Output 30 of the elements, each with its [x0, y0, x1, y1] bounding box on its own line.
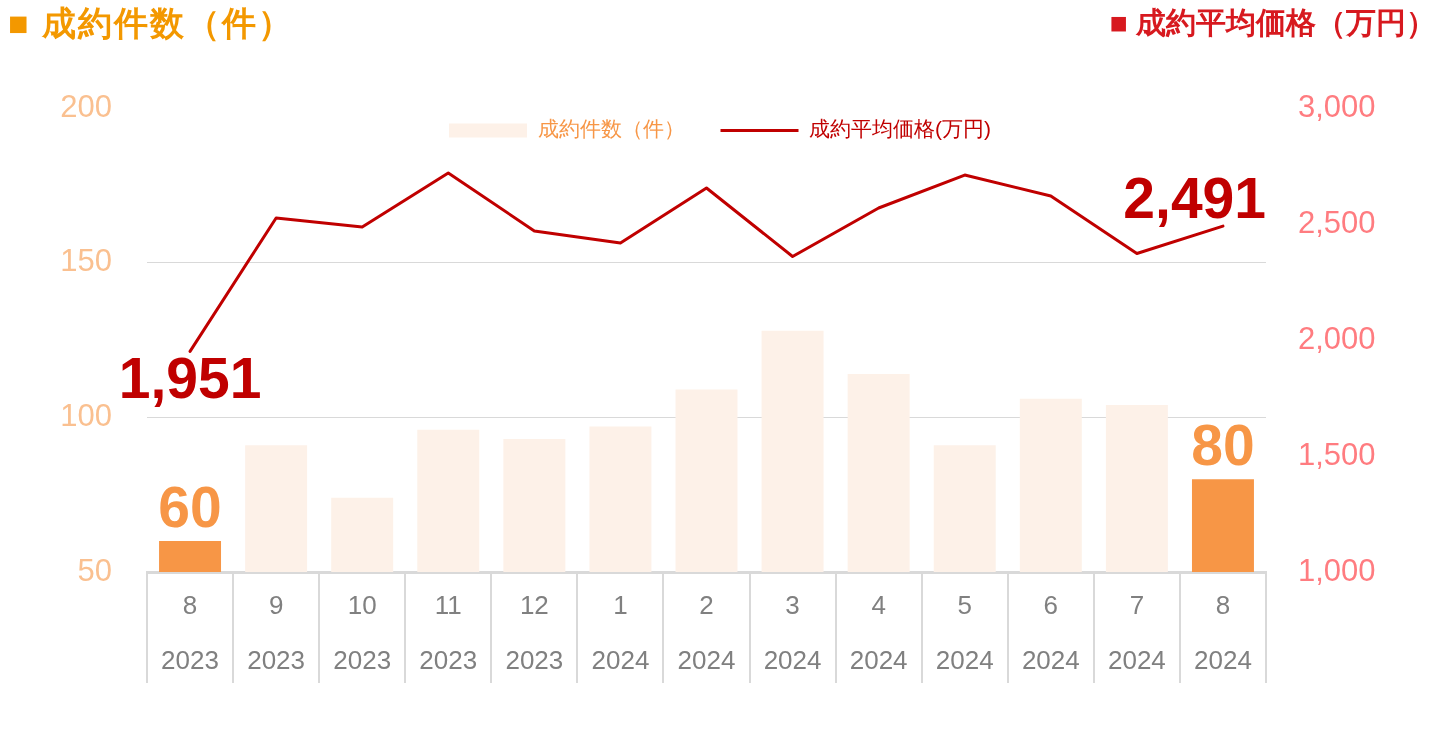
y2-tick-label: 1,000 — [1298, 552, 1376, 588]
x-tick-label: 3 2024 — [763, 590, 822, 676]
y2-axis-title: ■ 成約平均価格（万円） — [1109, 5, 1436, 41]
data-label: 2,491 — [1123, 166, 1266, 231]
y-tick-label: 50 — [77, 552, 112, 588]
x-tick-label: 8 2023 — [161, 590, 219, 676]
x-tick-label: 8 2024 — [1194, 590, 1252, 676]
x-tick-label: 1 2024 — [591, 590, 650, 676]
y-tick-label: 100 — [60, 397, 112, 433]
x-tick-label: 6 2024 — [1021, 590, 1080, 676]
y2-tick-label: 1,500 — [1298, 436, 1376, 472]
x-tick-label: 4 2024 — [849, 590, 908, 676]
x-tick-label: 12 2023 — [505, 590, 564, 676]
y2-tick-label: 2,000 — [1298, 320, 1376, 356]
y2-tick-label: 2,500 — [1298, 204, 1376, 240]
y-tick-label: 150 — [60, 243, 112, 279]
y2-tick-label: 3,000 — [1298, 88, 1376, 124]
x-tick-label: 2 2024 — [677, 590, 736, 676]
legend-label: 成約件数（件） — [537, 117, 685, 141]
y-tick-label: 200 — [60, 88, 112, 124]
data-label: 60 — [158, 475, 222, 540]
x-tick-label: 9 2023 — [247, 590, 306, 676]
x-tick-label: 10 2023 — [333, 590, 392, 676]
x-tick-label: 7 2024 — [1107, 590, 1166, 676]
data-label: 1,951 — [118, 345, 262, 410]
legend-label: 成約平均価格(万円) — [809, 117, 992, 141]
x-tick-label: 5 2024 — [935, 590, 994, 676]
y-axis-title: ■ 成約件数（件） — [8, 3, 294, 44]
data-label: 80 — [1191, 413, 1255, 478]
x-tick-label: 11 2023 — [419, 590, 478, 676]
